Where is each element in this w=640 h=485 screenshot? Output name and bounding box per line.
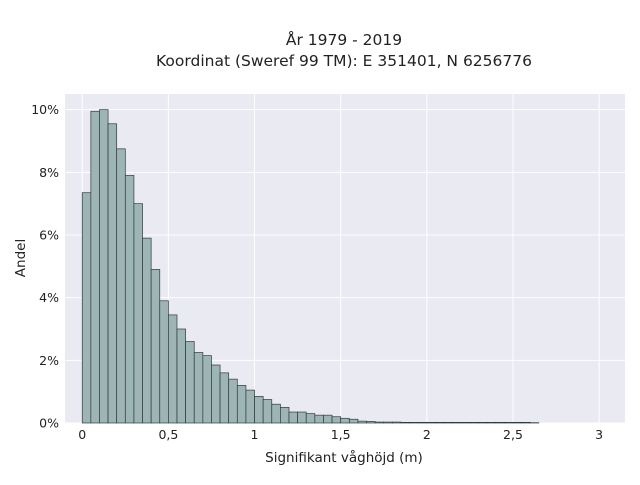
- x-axis-ticks: 0 0,5 1 1,5 2 2,5 3: [78, 427, 603, 442]
- y-tick-label: 6%: [39, 228, 59, 243]
- histogram-bar: [349, 419, 358, 423]
- histogram-bar: [82, 193, 91, 423]
- histogram-bar: [358, 421, 367, 423]
- histogram-bar: [513, 422, 522, 423]
- histogram-bar: [125, 175, 134, 423]
- histogram-bar: [211, 365, 220, 423]
- x-tick-label: 1: [251, 427, 259, 442]
- x-tick-label: 0: [78, 427, 86, 442]
- histogram-bar: [298, 412, 307, 423]
- histogram-bar: [418, 422, 427, 423]
- histogram-bar: [108, 124, 117, 423]
- histogram-bar: [134, 204, 143, 423]
- histogram-bar: [496, 422, 505, 423]
- histogram-bar: [203, 356, 212, 423]
- histogram-bar: [332, 417, 341, 423]
- histogram-bar: [375, 422, 384, 423]
- histogram-bar: [479, 422, 488, 423]
- histogram-bar: [99, 110, 108, 423]
- histogram-bar: [272, 404, 281, 423]
- histogram-bar: [220, 373, 229, 423]
- histogram-bar: [444, 422, 453, 423]
- chart-title-line-1: År 1979 - 2019: [286, 30, 402, 49]
- x-tick-label: 3: [595, 427, 603, 442]
- histogram-bar: [177, 329, 186, 423]
- histogram-bar: [401, 422, 410, 423]
- histogram-bar: [427, 422, 436, 423]
- histogram-bar: [470, 422, 479, 423]
- histogram-bar: [263, 400, 272, 424]
- y-tick-label: 10%: [31, 102, 59, 117]
- histogram-bar: [168, 315, 177, 423]
- x-tick-label: 2: [423, 427, 431, 442]
- histogram-bar: [289, 412, 298, 423]
- histogram-bar: [280, 407, 289, 423]
- histogram-bar: [143, 238, 152, 423]
- histogram-bar: [461, 422, 470, 423]
- y-axis-ticks: 0% 2% 4% 6% 8% 10%: [31, 102, 59, 430]
- y-tick-label: 0%: [39, 416, 59, 431]
- y-axis-label: Andel: [13, 239, 29, 277]
- histogram-bar: [504, 422, 513, 423]
- x-axis-label: Signifikant våghöjd (m): [265, 449, 423, 466]
- histogram-bar: [392, 422, 401, 423]
- histogram-bar: [341, 418, 350, 423]
- x-tick-label: 1,5: [331, 427, 351, 442]
- x-tick-label: 2,5: [503, 427, 523, 442]
- histogram-bar: [522, 422, 531, 423]
- histogram-bar: [487, 422, 496, 423]
- histogram-bar: [435, 422, 444, 423]
- histogram-bar: [229, 379, 238, 423]
- histogram-bar: [306, 414, 315, 423]
- histogram-bar: [194, 353, 203, 424]
- x-tick-label: 0,5: [158, 427, 178, 442]
- histogram-bar: [315, 415, 324, 423]
- histogram-bar: [160, 301, 169, 423]
- histogram-bar: [453, 422, 462, 423]
- histogram-bar: [384, 422, 393, 423]
- chart-title-line-2: Koordinat (Sweref 99 TM): E 351401, N 62…: [156, 52, 532, 70]
- histogram-bar: [186, 342, 195, 423]
- histogram-bar: [323, 415, 332, 423]
- histogram-bar: [410, 422, 419, 423]
- histogram-bar: [91, 111, 100, 423]
- histogram-bar: [367, 421, 376, 423]
- y-tick-label: 4%: [39, 290, 59, 305]
- y-tick-label: 8%: [39, 165, 59, 180]
- histogram-bar: [255, 396, 264, 423]
- histogram-bar: [151, 269, 160, 423]
- histogram-bar: [237, 385, 246, 423]
- y-tick-label: 2%: [39, 353, 59, 368]
- histogram-bar: [246, 390, 255, 423]
- histogram-bar: [117, 149, 126, 423]
